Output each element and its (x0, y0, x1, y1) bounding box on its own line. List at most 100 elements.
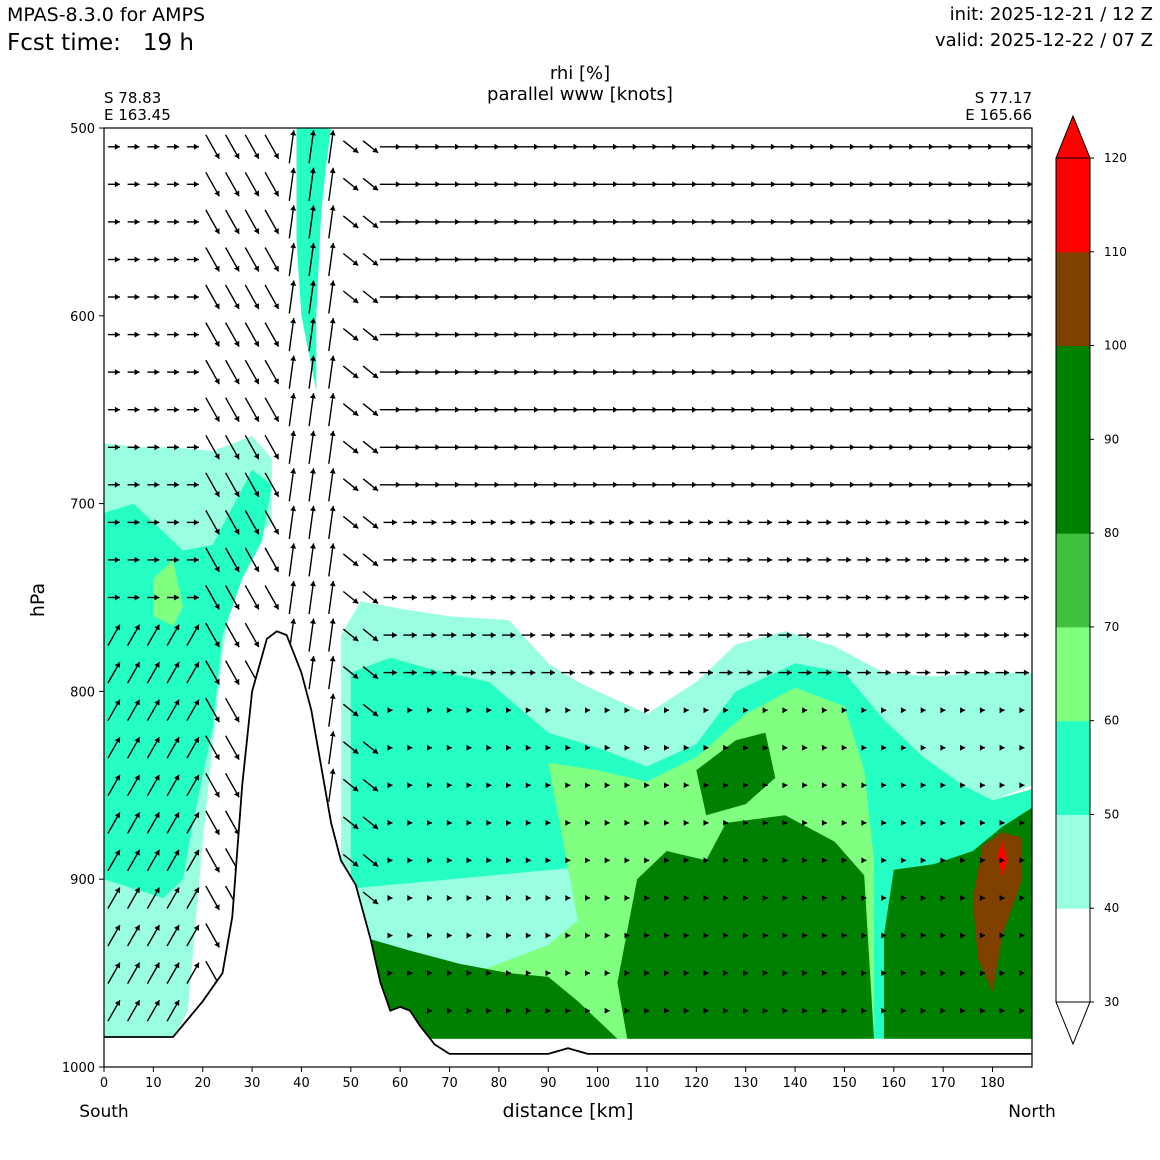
wind-vector (679, 632, 694, 639)
wind-vector-head (154, 774, 160, 781)
wind-vector (186, 924, 200, 947)
wind-vector (920, 970, 926, 977)
wind-vector (624, 744, 630, 751)
wind-vector (439, 331, 460, 338)
wind-vector-head (1019, 970, 1025, 977)
wind-vector-shaft (288, 167, 295, 201)
wind-vector (478, 256, 500, 263)
wind-vector (782, 970, 788, 977)
wind-vector (758, 632, 773, 639)
wind-vector (502, 632, 516, 639)
wind-vector (387, 707, 393, 714)
wind-vector-head (782, 857, 788, 864)
wind-vector (900, 707, 906, 714)
wind-vector (342, 403, 359, 417)
wind-vector (683, 970, 689, 977)
wind-vector-head (585, 707, 590, 714)
wind-vector-head (154, 519, 160, 526)
wind-vector-head (214, 791, 220, 798)
wind-vector-head (708, 669, 713, 676)
wind-vector (379, 218, 401, 225)
wind-vector (676, 294, 697, 300)
wind-vector-head (849, 331, 855, 338)
wind-vector-head (407, 895, 413, 901)
wind-vector (518, 406, 539, 413)
wind-vector (640, 594, 654, 601)
y-tick-label: 700 (70, 498, 95, 513)
wind-vector-head (881, 782, 887, 789)
wind-vector-head (629, 632, 634, 639)
wind-vector (912, 481, 934, 488)
wind-vector-head (703, 744, 709, 751)
x-tick-label: 110 (635, 1076, 660, 1091)
wind-vector (383, 519, 397, 526)
rhi-region (370, 939, 618, 1039)
wind-vector (308, 318, 316, 352)
wind-vector (739, 669, 753, 676)
wind-vector-head (466, 895, 472, 901)
wind-vector-shaft (328, 393, 334, 427)
wind-vector (383, 594, 397, 601)
wind-vector-head (802, 857, 808, 864)
wind-vector (861, 782, 867, 789)
wind-vector (656, 406, 678, 413)
wind-vector-head (352, 372, 359, 379)
wind-vector (703, 932, 709, 939)
wind-vector-head (372, 710, 379, 717)
wind-vector (342, 365, 359, 379)
left-end-lat: S 78.83 (104, 89, 161, 107)
wind-vector (288, 280, 297, 314)
wind-vector (486, 932, 492, 939)
wind-vector (458, 481, 480, 488)
wind-vector-head (154, 962, 160, 969)
colorbar-tick-label: 120 (1104, 151, 1127, 165)
wind-vector (975, 632, 990, 639)
wind-vector-head (940, 970, 946, 977)
wind-vector (328, 242, 336, 277)
wind-vector-head (841, 782, 847, 789)
wind-vector (167, 556, 180, 563)
x-tick-label: 0 (100, 1076, 108, 1091)
wind-vector-head (652, 181, 658, 188)
wind-vector-head (960, 782, 966, 789)
wind-vector-head (589, 519, 595, 526)
wind-vector-head (1004, 594, 1010, 601)
wind-vector (893, 143, 915, 150)
wind-vector-head (925, 594, 931, 601)
wind-vector-shaft (308, 205, 315, 239)
wind-vector (616, 218, 638, 225)
wind-vector (205, 848, 220, 873)
wind-vector (565, 857, 571, 864)
wind-vector (881, 895, 887, 901)
wind-vector-head (968, 481, 974, 488)
wind-vector (972, 294, 994, 300)
wind-vector-head (648, 594, 654, 601)
wind-vector-head (193, 256, 199, 263)
wind-vector (167, 181, 180, 188)
wind-vector (458, 369, 480, 376)
wind-vector (620, 594, 634, 601)
wind-vector (264, 472, 280, 498)
wind-vector (861, 857, 867, 864)
wind-vector-head (585, 895, 590, 901)
x-tick-label: 50 (343, 1076, 360, 1091)
wind-vector (636, 331, 658, 338)
wind-vector-head (174, 481, 180, 488)
wind-vector-head (979, 819, 985, 826)
wind-vector-head (534, 444, 539, 451)
wind-vector (936, 669, 950, 676)
wind-vector (972, 406, 994, 413)
wind-vector-head (214, 528, 220, 535)
wind-vector (916, 669, 931, 676)
wind-vector-head (510, 632, 516, 639)
wind-vector (399, 181, 421, 188)
wind-vector (1011, 444, 1032, 451)
wind-vector-head (550, 556, 555, 563)
wind-vector (521, 556, 536, 563)
wind-vector-head (703, 970, 709, 977)
wind-vector-head (988, 369, 994, 376)
wind-vector-head (154, 887, 160, 894)
wind-vector-head (790, 256, 796, 263)
wind-vector (399, 369, 421, 376)
x-tick-label: 40 (293, 1076, 310, 1091)
